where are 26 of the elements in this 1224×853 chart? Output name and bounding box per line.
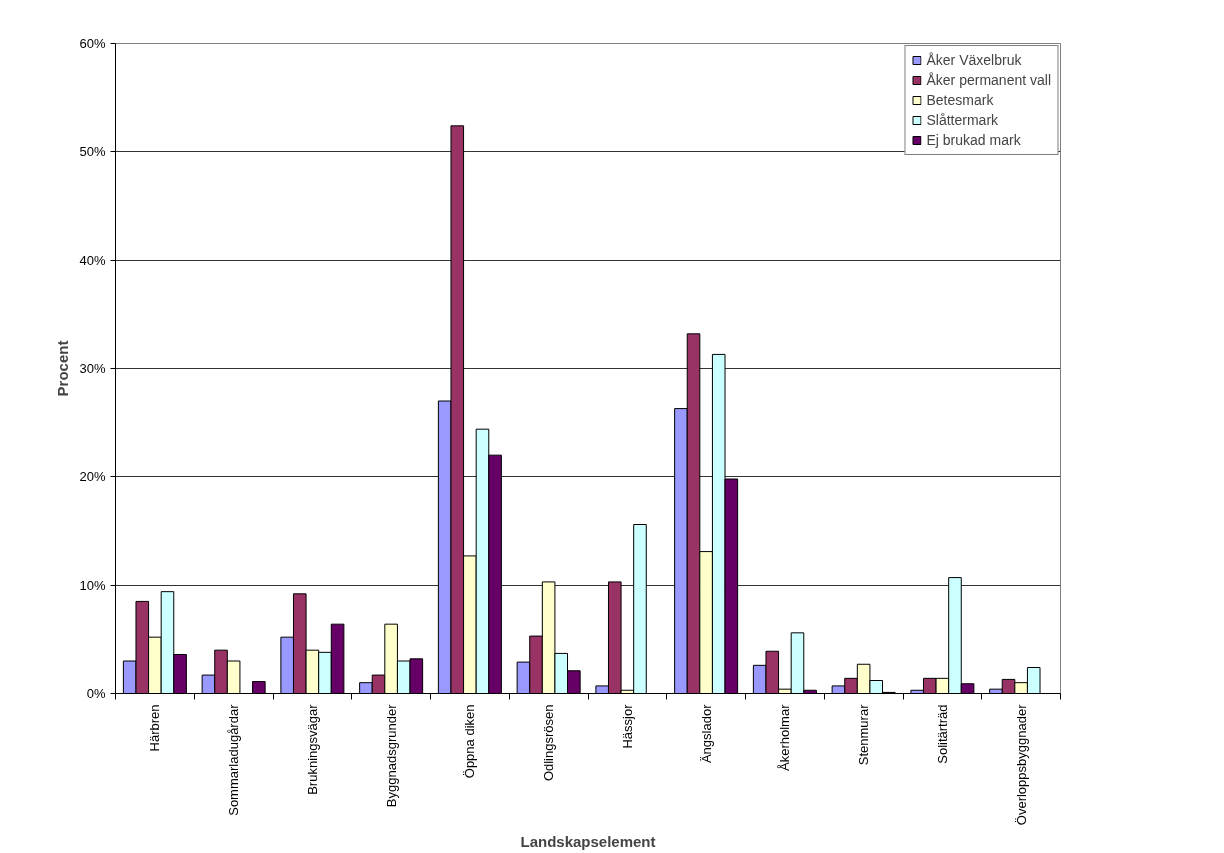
x-tick-label: Brukningsvägar [304, 703, 320, 795]
legend-label: Åker Växelbruk [926, 52, 1022, 68]
x-tick-label: Hässjor [619, 703, 635, 749]
x-tick-label: Härbren [147, 704, 163, 752]
y-tick-label: 50% [79, 144, 106, 160]
x-axis-title: Landskapselement [520, 833, 656, 851]
legend-label: Åker permanent vall [926, 72, 1051, 88]
x-tick-label: Stenmurar [856, 703, 872, 766]
legend-label: Ej brukad mark [926, 132, 1021, 148]
y-tick-label: 0% [86, 686, 106, 701]
legend-label: Slåttermark [926, 112, 999, 128]
y-tick-label: 10% [79, 577, 106, 593]
x-tick-label: Ängslador [698, 703, 714, 764]
y-tick-label: 40% [79, 252, 106, 268]
x-tick-label: Sommarladugårdar [226, 703, 242, 816]
x-tick-label: Byggnadsgrunder [383, 703, 399, 808]
y-tick-label: 30% [79, 361, 106, 376]
x-tick-label: Öppna diken [462, 704, 478, 779]
y-tick-label: 60% [79, 36, 106, 51]
x-tick-label: Solitärträd [934, 704, 950, 764]
x-tick-label: Åkerholmar [777, 703, 793, 771]
y-tick-label: 20% [79, 469, 106, 485]
x-tick-label: Överloppsbyggnader [1013, 703, 1029, 826]
y-axis-title: Procent [54, 340, 72, 397]
legend-label: Betesmark [926, 92, 994, 108]
x-tick-label: Odlingsrösen [541, 704, 557, 782]
